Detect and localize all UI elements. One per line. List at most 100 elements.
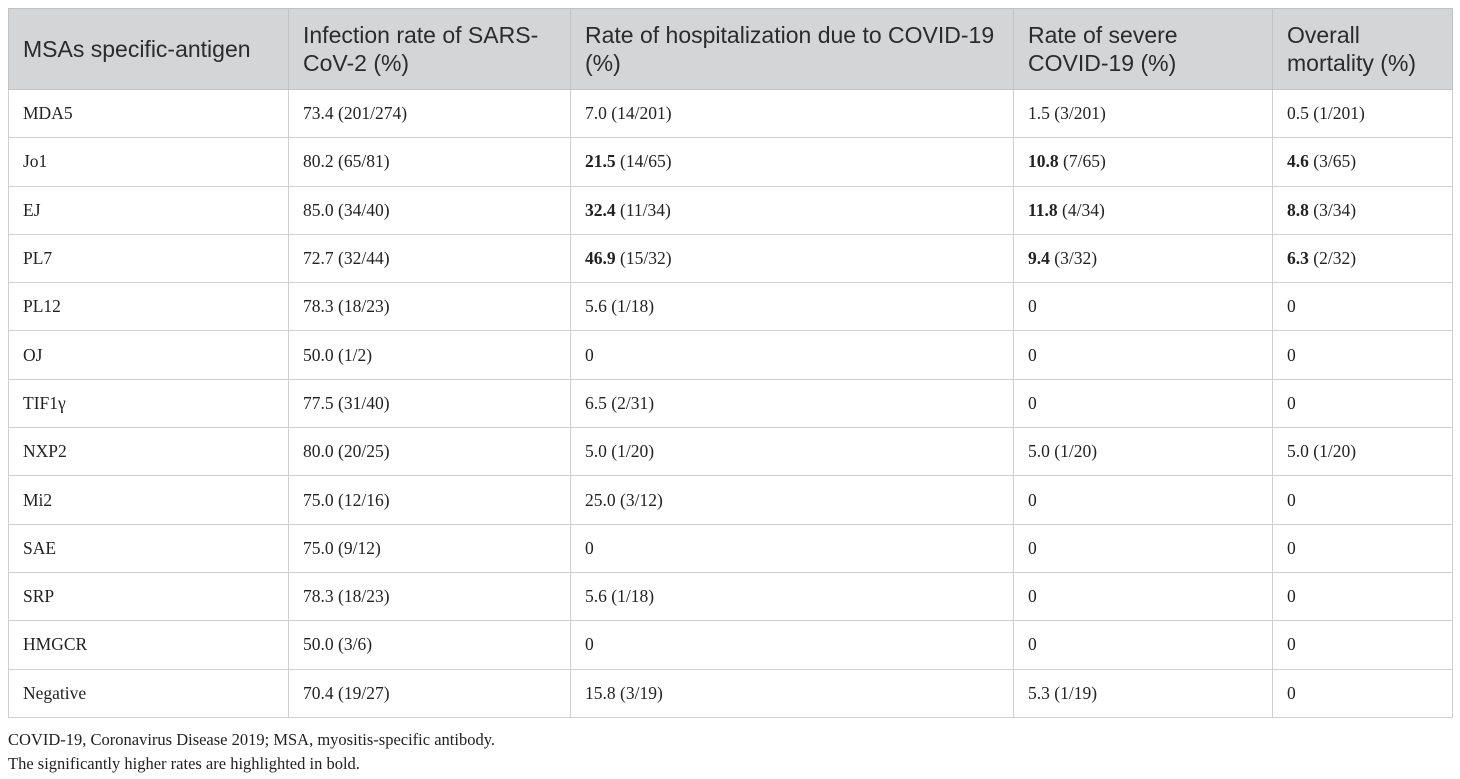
table-cell: 5.0 (1/20) xyxy=(570,427,1014,477)
table-cell: 0 xyxy=(1013,475,1273,525)
table-cell: 80.2 (65/81) xyxy=(288,137,571,187)
table-cell: 0 xyxy=(1272,571,1453,622)
table-cell: 32.4 (11/34) xyxy=(570,185,1014,235)
table-cell: Mi2 xyxy=(8,475,289,525)
count: (2/32) xyxy=(1313,248,1357,269)
count: (4/34) xyxy=(1062,199,1105,220)
count: (3/32) xyxy=(1054,248,1098,269)
table-cell: 25.0 (3/12) xyxy=(570,475,1014,525)
table-cell: 70.4 (19/27) xyxy=(288,668,571,718)
table-cell: 0 xyxy=(1272,330,1453,380)
table-cell: 21.5 (14/65) xyxy=(570,137,1014,187)
table-row: Negative 70.4 (19/27) 15.8 (3/19) 5.3 (1/19… xyxy=(8,668,1453,718)
table-cell: 78.3 (18/23) xyxy=(288,282,571,332)
table-cell: SRP xyxy=(8,571,289,622)
table-row: HMGCR 50.0 (3/6) 0 0 0 xyxy=(8,620,1453,670)
count: (3/34) xyxy=(1313,199,1357,220)
header-row: MSAs specific-antigen Infection rate of S… xyxy=(8,8,1453,90)
table-cell: 46.9 (15/32) xyxy=(570,233,1014,284)
table-cell: 5.0 (1/20) xyxy=(1013,427,1273,477)
header-cell: Overall mortality (%) xyxy=(1272,8,1453,90)
header-cell: Rate of severe COVID-19 (%) xyxy=(1013,8,1273,90)
table-cell: 11.8 (4/34) xyxy=(1013,185,1273,235)
table-cell: 9.4 (3/32) xyxy=(1013,233,1273,284)
table-row: TIF1γ 77.5 (31/40) 6.5 (2/31) 0 0 xyxy=(8,378,1453,429)
table-cell: 10.8 (7/65) xyxy=(1013,137,1273,187)
footnote: The significantly higher rates are highl… xyxy=(8,754,360,773)
table-cell: Negative xyxy=(8,668,289,718)
table-cell: TIF1γ xyxy=(8,378,289,429)
table-row: PL12 78.3 (18/23) 5.6 (1/18) 0 0 xyxy=(8,282,1453,332)
table-cell: 0 xyxy=(1013,571,1273,622)
count: (14/65) xyxy=(620,151,672,172)
table-cell: 0 xyxy=(1272,378,1453,429)
data-table: MSAs specific-antigen Infection rate of S… xyxy=(8,8,1453,718)
table-row: SRP 78.3 (18/23) 5.6 (1/18) 0 0 xyxy=(8,571,1453,622)
table-cell: 1.5 (3/201) xyxy=(1013,88,1273,139)
footnote: COVID-19, Coronavirus Disease 2019; MSA,… xyxy=(8,730,495,749)
bold-value: 4.6 xyxy=(1287,151,1309,172)
table-cell: 0 xyxy=(1272,282,1453,332)
bold-value: 11.8 xyxy=(1028,199,1058,220)
table-cell: 50.0 (1/2) xyxy=(288,330,571,380)
table-cell: 75.0 (12/16) xyxy=(288,475,571,525)
table-cell: 78.3 (18/23) xyxy=(288,571,571,622)
table-cell: PL7 xyxy=(8,233,289,284)
table-cell: 0 xyxy=(1013,282,1273,332)
table-cell: 4.6 (3/65) xyxy=(1272,137,1453,187)
table-cell: 0 xyxy=(1272,523,1453,573)
bold-value: 9.4 xyxy=(1028,248,1050,269)
table-row: PL7 72.7 (32/44) 46.9 (15/32) 9.4 (3/32) 6.3… xyxy=(8,233,1453,284)
header-cell: Infection rate of SARS-CoV-2 (%) xyxy=(288,8,571,90)
table-cell: 0 xyxy=(570,330,1014,380)
table-cell: 85.0 (34/40) xyxy=(288,185,571,235)
table-cell: 6.5 (2/31) xyxy=(570,378,1014,429)
table-cell: SAE xyxy=(8,523,289,573)
bold-value: 46.9 xyxy=(585,248,616,269)
table-cell: 7.0 (14/201) xyxy=(570,88,1014,139)
table-cell: PL12 xyxy=(8,282,289,332)
bold-value: 32.4 xyxy=(585,199,616,220)
table-cell: 0.5 (1/201) xyxy=(1272,88,1453,139)
table-cell: 0 xyxy=(1272,668,1453,718)
table-row: Mi2 75.0 (12/16) 25.0 (3/12) 0 0 xyxy=(8,475,1453,525)
count: (3/65) xyxy=(1313,151,1357,172)
table-cell: 5.6 (1/18) xyxy=(570,282,1014,332)
table-cell: 0 xyxy=(1013,378,1273,429)
table-row: EJ 85.0 (34/40) 32.4 (11/34) 11.8 (4/34) 8.8… xyxy=(8,185,1453,235)
table-row: NXP2 80.0 (20/25) 5.0 (1/20) 5.0 (1/20) 5.0 … xyxy=(8,427,1453,477)
table-row: OJ 50.0 (1/2) 0 0 0 xyxy=(8,330,1453,380)
table-cell: HMGCR xyxy=(8,620,289,670)
table-cell: 8.8 (3/34) xyxy=(1272,185,1453,235)
table-cell: Jo1 xyxy=(8,137,289,187)
table-cell: NXP2 xyxy=(8,427,289,477)
table-cell: 0 xyxy=(1013,523,1273,573)
table-cell: 80.0 (20/25) xyxy=(288,427,571,477)
table-cell: 73.4 (201/274) xyxy=(288,88,571,139)
table-cell: 75.0 (9/12) xyxy=(288,523,571,573)
table-cell: 0 xyxy=(1013,330,1273,380)
bold-value: 10.8 xyxy=(1028,151,1059,172)
table-cell: 50.0 (3/6) xyxy=(288,620,571,670)
footnotes: COVID-19, Coronavirus Disease 2019; MSA,… xyxy=(8,728,495,776)
table-cell: 5.0 (1/20) xyxy=(1272,427,1453,477)
table-cell: 0 xyxy=(1272,475,1453,525)
table-cell: 0 xyxy=(570,523,1014,573)
table-row: MDA5 73.4 (201/274) 7.0 (14/201) 1.5 (3/201… xyxy=(8,88,1453,139)
table-cell: 6.3 (2/32) xyxy=(1272,233,1453,284)
table-cell: 15.8 (3/19) xyxy=(570,668,1014,718)
table-body: MDA5 73.4 (201/274) 7.0 (14/201) 1.5 (3/201… xyxy=(8,88,1453,718)
bold-value: 8.8 xyxy=(1287,199,1309,220)
table-row: Jo1 80.2 (65/81) 21.5 (14/65) 10.8 (7/65) 4.… xyxy=(8,137,1453,187)
bold-value: 21.5 xyxy=(585,151,616,172)
table-cell: 0 xyxy=(1272,620,1453,670)
header-cell: Rate of hospitalization due to COVID-19 … xyxy=(570,8,1014,90)
table-cell: 0 xyxy=(570,620,1014,670)
table-cell: 77.5 (31/40) xyxy=(288,378,571,429)
header-cell: MSAs specific-antigen xyxy=(8,8,289,90)
table-cell: EJ xyxy=(8,185,289,235)
table-cell: 72.7 (32/44) xyxy=(288,233,571,284)
bold-value: 6.3 xyxy=(1287,248,1309,269)
table-row: SAE 75.0 (9/12) 0 0 0 xyxy=(8,523,1453,573)
